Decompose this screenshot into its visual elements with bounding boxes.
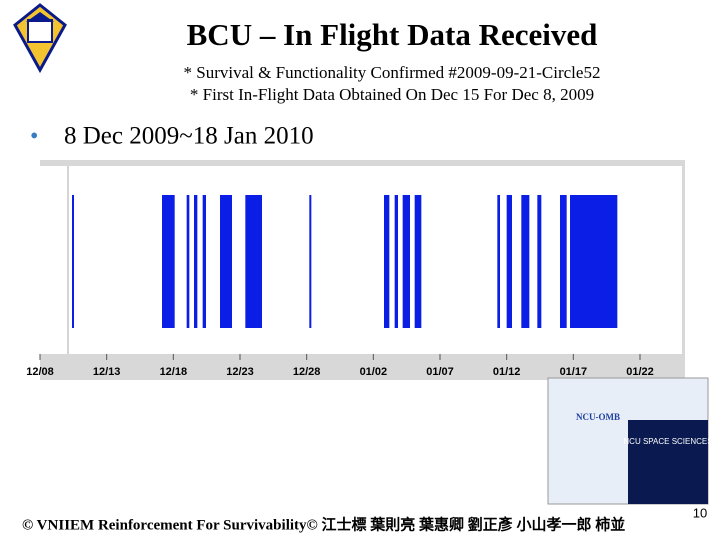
bullet-text: 8 Dec 2009~18 Jan 2010 bbox=[64, 123, 314, 150]
x-tick-label: 01/12 bbox=[493, 366, 521, 378]
data-span bbox=[186, 195, 190, 328]
x-tick-label: 12/18 bbox=[160, 366, 188, 378]
subtitle: * First In-Flight Data Obtained On Dec 1… bbox=[190, 85, 594, 104]
page-number: 10 bbox=[693, 505, 707, 520]
data-span bbox=[521, 195, 530, 328]
slide-title: BCU – In Flight Data Received bbox=[187, 17, 598, 52]
partner-logos: NCU-OMB NCU SPACE SCIENCES bbox=[547, 377, 713, 505]
x-tick-label: 12/08 bbox=[26, 366, 54, 378]
data-span bbox=[537, 195, 542, 328]
data-span bbox=[414, 195, 422, 328]
x-tick-label: 12/13 bbox=[93, 366, 121, 378]
data-span bbox=[402, 195, 410, 328]
x-tick-label: 12/28 bbox=[293, 366, 321, 378]
data-span bbox=[245, 195, 262, 328]
data-span bbox=[560, 195, 567, 328]
university-logo bbox=[13, 3, 67, 74]
data-span bbox=[194, 195, 198, 328]
x-tick-label: 01/17 bbox=[560, 366, 588, 378]
x-tick-label: 12/23 bbox=[226, 366, 254, 378]
data-span bbox=[570, 195, 618, 328]
data-span bbox=[384, 195, 390, 328]
data-span bbox=[497, 195, 500, 328]
data-span bbox=[202, 195, 206, 328]
bullet-marker: • bbox=[30, 124, 38, 150]
x-tick-label: 01/07 bbox=[426, 366, 454, 378]
x-tick-label: 01/02 bbox=[360, 366, 388, 378]
data-span bbox=[162, 195, 175, 328]
data-span bbox=[506, 195, 512, 328]
subtitle: * Survival & Functionality Confirmed #20… bbox=[184, 63, 601, 82]
data-span bbox=[394, 195, 398, 328]
data-span bbox=[72, 195, 74, 328]
footer: © VNIIEM Reinforcement For Survivability… bbox=[22, 515, 625, 533]
logo-space bbox=[628, 420, 708, 504]
logo-text: NCU SPACE SCIENCES bbox=[623, 437, 712, 446]
x-tick-label: 01/22 bbox=[626, 366, 654, 378]
data-span bbox=[220, 195, 232, 328]
data-span bbox=[309, 195, 312, 328]
logo-text: NCU-OMB bbox=[576, 412, 620, 422]
